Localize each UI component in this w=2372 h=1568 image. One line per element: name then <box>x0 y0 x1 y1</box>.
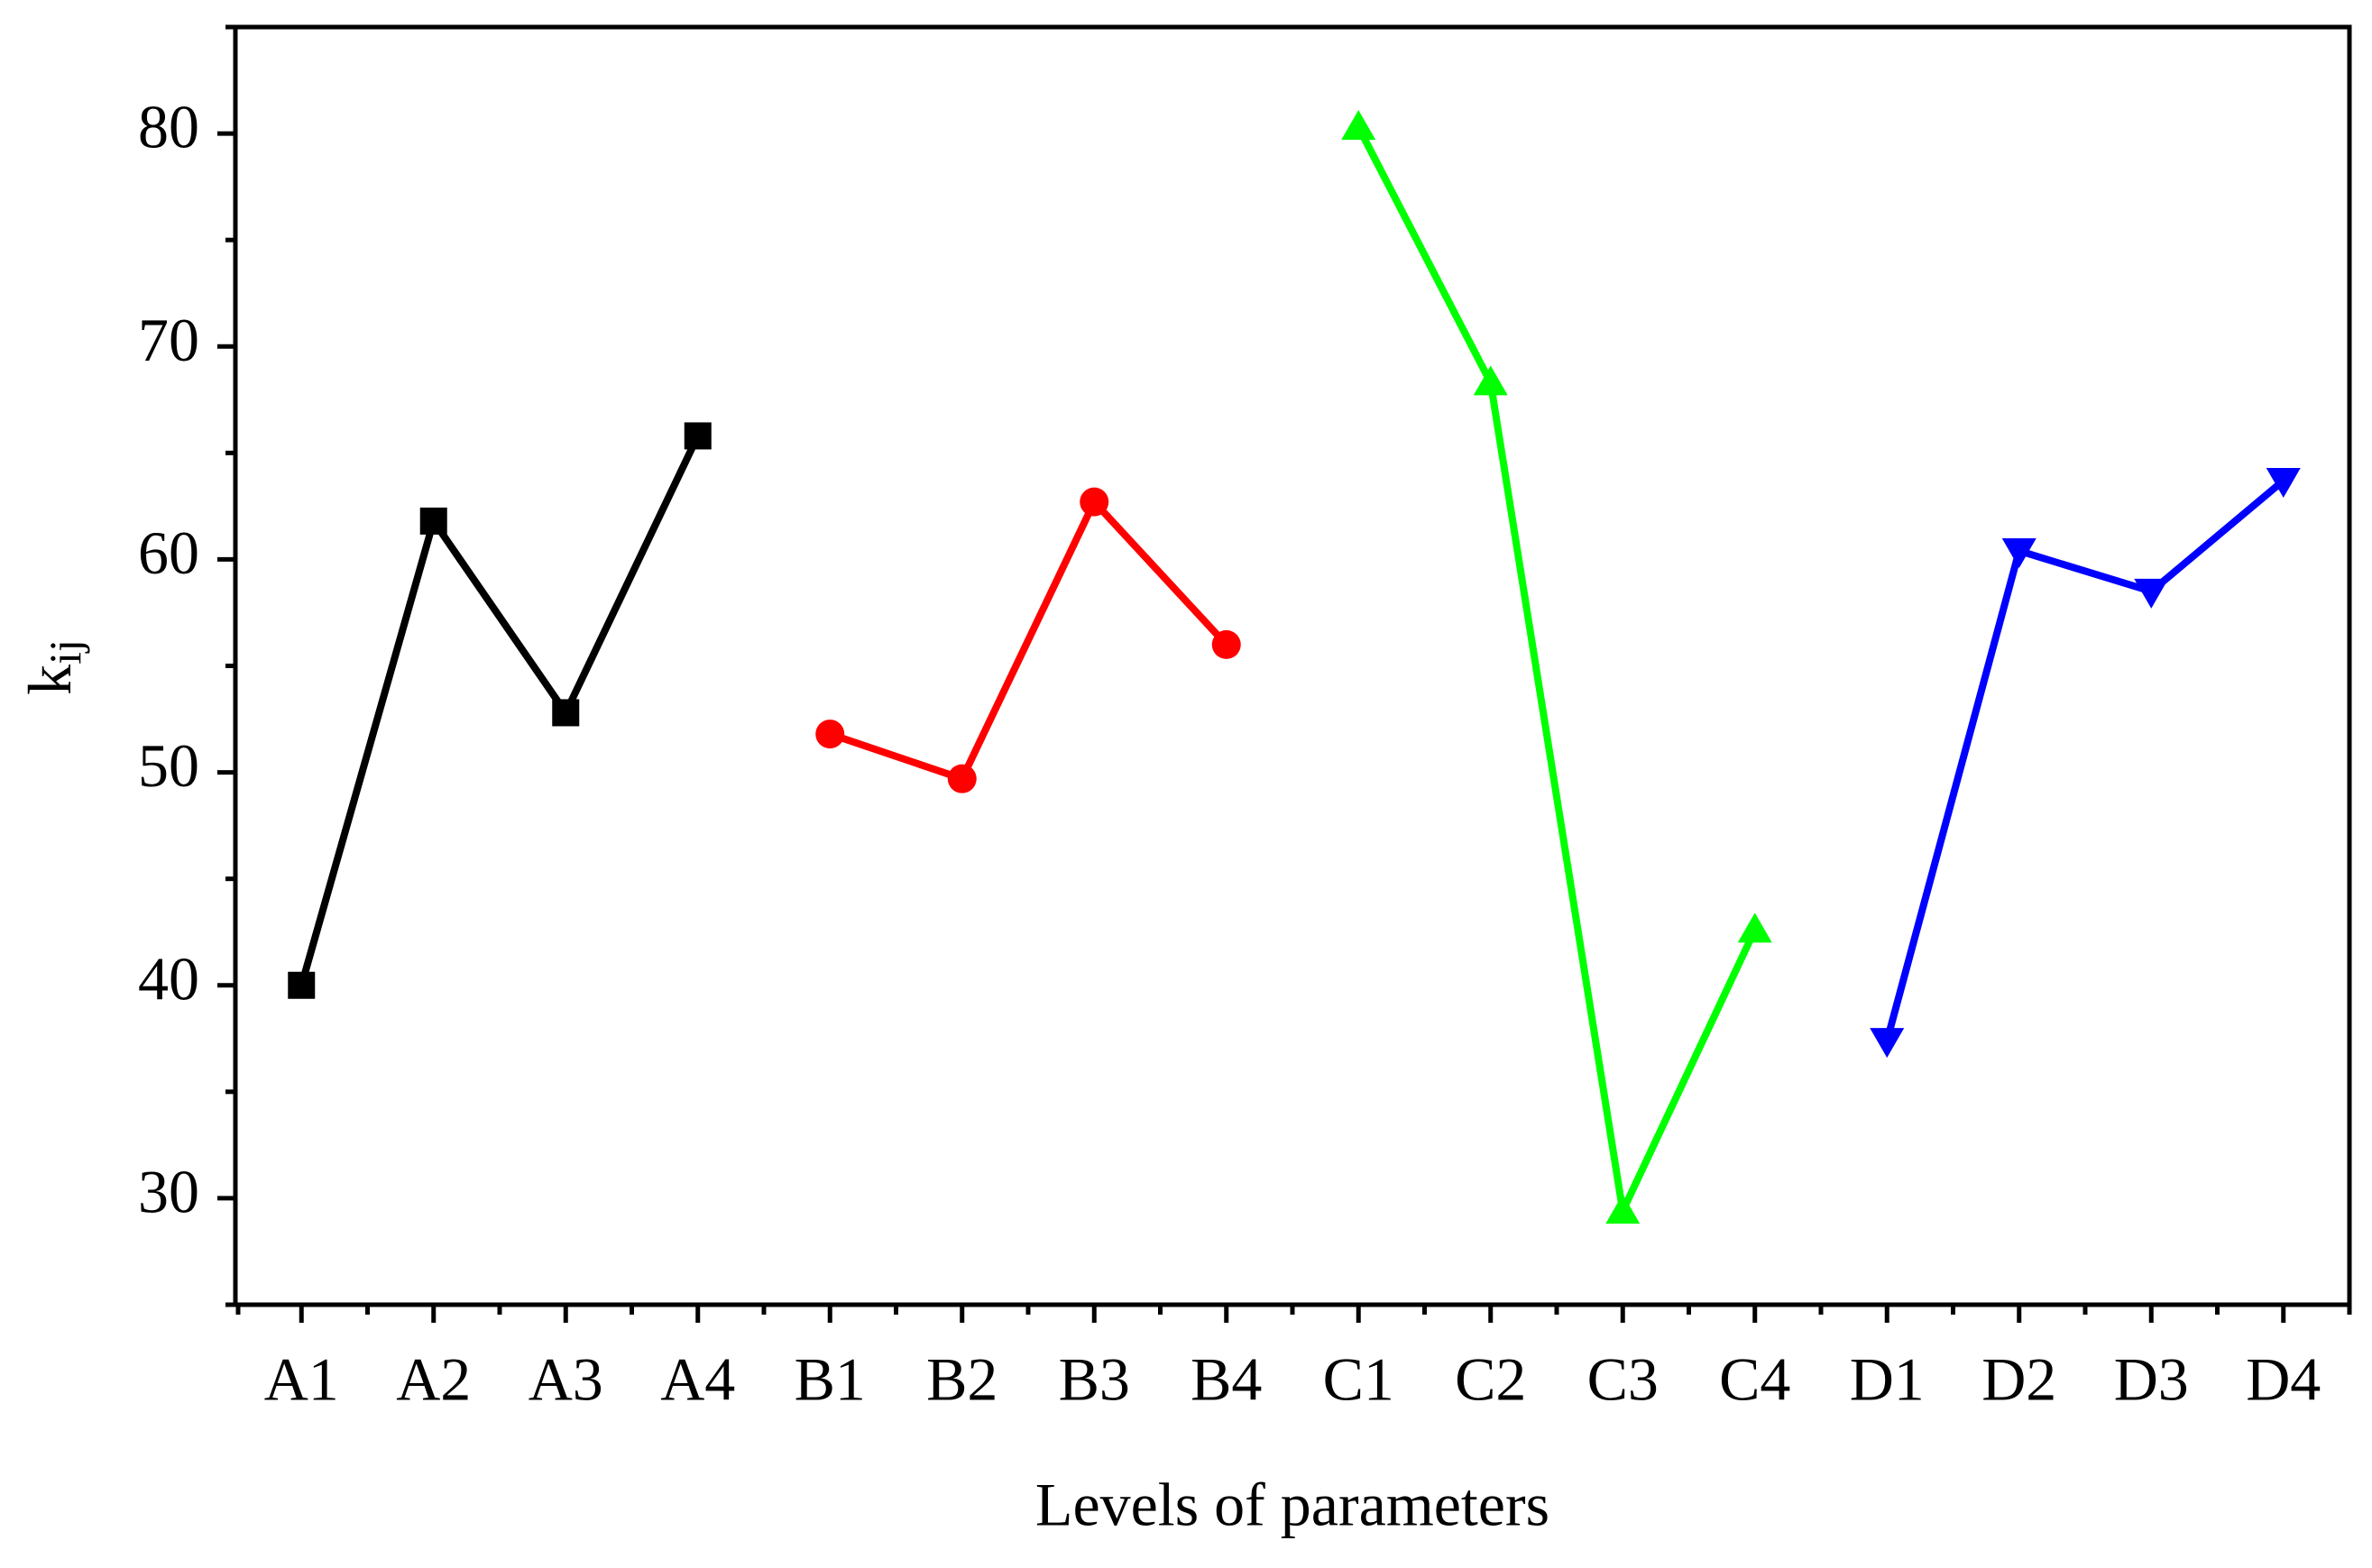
marker <box>1341 109 1376 140</box>
marker <box>1605 1194 1641 1224</box>
marker <box>419 507 447 535</box>
y-tick-label: 60 <box>138 518 199 587</box>
y-tick-label: 40 <box>138 944 199 1013</box>
marker <box>1870 1028 1905 1059</box>
series-line <box>298 434 702 986</box>
x-tick-label: D2 <box>1981 1345 2056 1414</box>
marker <box>815 720 845 749</box>
marker <box>2266 468 2301 499</box>
series-line <box>828 498 1229 783</box>
x-tick-label: D1 <box>1850 1345 1925 1414</box>
y-axis-title-sub: ij <box>40 639 90 665</box>
x-tick-label: A1 <box>264 1345 339 1414</box>
marker <box>947 764 977 793</box>
x-tick-label: A3 <box>529 1345 603 1414</box>
x-axis-title: Levels of parameters <box>1035 1471 1549 1539</box>
x-tick-label: B3 <box>1059 1345 1130 1414</box>
y-tick-label: 80 <box>138 93 199 161</box>
x-tick-label: D3 <box>2114 1345 2189 1414</box>
marker <box>2134 578 2169 609</box>
x-tick-label: A2 <box>396 1345 471 1414</box>
marker <box>552 699 580 727</box>
x-tick-label: C2 <box>1455 1345 1526 1414</box>
y-axis-title-main: k <box>15 665 84 695</box>
y-axis-title: kij <box>15 639 91 695</box>
x-tick-label: B2 <box>926 1345 998 1414</box>
series-line <box>1883 477 2286 1042</box>
marker <box>1080 487 1109 517</box>
x-tick-label: A4 <box>660 1345 735 1414</box>
marker <box>288 971 316 999</box>
x-tick-label: C4 <box>1719 1345 1790 1414</box>
marker <box>684 422 712 450</box>
x-tick-label: C1 <box>1323 1345 1394 1414</box>
y-tick-label: 30 <box>138 1158 199 1226</box>
marker <box>2001 537 2036 568</box>
x-tick-label: D4 <box>2246 1345 2321 1414</box>
x-tick-label: C3 <box>1587 1345 1659 1414</box>
plot-frame <box>233 24 2352 1307</box>
x-tick-label: B1 <box>795 1345 866 1414</box>
marker <box>1473 365 1508 396</box>
series-line <box>1355 125 1759 1215</box>
y-tick-label: 70 <box>138 306 199 374</box>
marker <box>1737 912 1772 943</box>
x-tick-label: B4 <box>1191 1345 1262 1414</box>
y-tick-label: 50 <box>138 731 199 800</box>
marker <box>1211 629 1241 659</box>
